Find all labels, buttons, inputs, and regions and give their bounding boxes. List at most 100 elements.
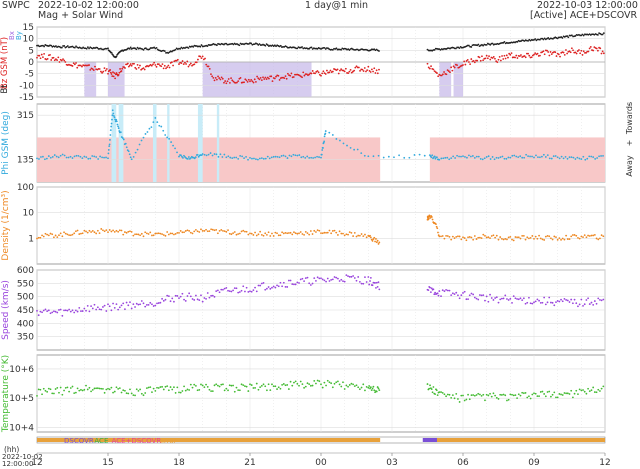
data-point bbox=[473, 394, 476, 397]
data-point bbox=[145, 232, 148, 235]
data-point bbox=[294, 283, 297, 286]
data-point bbox=[506, 298, 508, 300]
data-point bbox=[68, 234, 71, 237]
data-point bbox=[335, 47, 338, 50]
data-point bbox=[107, 47, 109, 50]
data-point bbox=[238, 44, 241, 47]
data-point bbox=[548, 390, 551, 393]
data-point bbox=[443, 393, 446, 396]
data-point bbox=[235, 233, 238, 236]
data-point bbox=[155, 46, 158, 49]
data-point bbox=[578, 49, 580, 51]
data-point bbox=[157, 232, 160, 235]
data-point bbox=[448, 289, 451, 292]
data-point bbox=[536, 237, 539, 240]
data-point bbox=[440, 74, 443, 77]
data-point bbox=[63, 231, 65, 234]
data-point bbox=[311, 233, 314, 235]
data-point bbox=[114, 77, 116, 80]
data-point bbox=[507, 236, 510, 239]
data-point bbox=[298, 232, 300, 235]
data-point bbox=[368, 385, 371, 387]
data-point bbox=[118, 229, 121, 232]
data-point bbox=[318, 73, 321, 76]
data-point bbox=[465, 398, 468, 401]
data-point bbox=[343, 388, 346, 390]
data-point bbox=[187, 156, 190, 158]
data-point bbox=[181, 60, 184, 62]
data-point bbox=[205, 154, 208, 157]
data-point bbox=[185, 63, 188, 65]
data-point bbox=[557, 53, 560, 56]
data-point bbox=[490, 395, 493, 398]
data-point bbox=[354, 66, 357, 69]
data-point bbox=[155, 65, 158, 68]
data-point bbox=[550, 157, 553, 160]
data-point bbox=[73, 311, 76, 314]
data-point bbox=[64, 386, 67, 389]
data-point bbox=[195, 61, 198, 64]
data-point bbox=[180, 154, 182, 157]
data-point bbox=[340, 278, 343, 281]
data-point bbox=[592, 386, 595, 389]
data-point bbox=[498, 55, 501, 58]
data-point bbox=[200, 228, 202, 231]
data-point bbox=[216, 289, 219, 292]
data-point bbox=[162, 388, 165, 391]
data-point bbox=[42, 155, 44, 158]
data-point bbox=[285, 77, 288, 80]
data-point bbox=[546, 49, 548, 52]
data-point bbox=[511, 154, 514, 157]
data-point bbox=[228, 290, 231, 292]
data-point bbox=[328, 280, 331, 282]
data-point bbox=[54, 310, 57, 313]
data-point bbox=[211, 294, 214, 297]
data-point bbox=[438, 391, 441, 394]
data-point bbox=[292, 76, 295, 78]
data-point bbox=[529, 155, 531, 158]
data-point bbox=[602, 52, 605, 55]
data-point bbox=[362, 383, 365, 386]
data-point bbox=[133, 62, 135, 65]
data-point bbox=[477, 236, 480, 239]
data-point bbox=[104, 69, 107, 72]
data-point bbox=[429, 216, 432, 219]
data-point bbox=[507, 156, 510, 159]
data-point bbox=[222, 383, 224, 386]
data-point bbox=[428, 67, 431, 70]
data-point bbox=[275, 75, 277, 78]
footer-date: 2022-10-02 bbox=[2, 453, 43, 461]
data-point bbox=[572, 49, 574, 52]
data-point bbox=[247, 233, 250, 236]
data-point bbox=[194, 156, 197, 159]
data-point bbox=[556, 396, 559, 399]
data-point bbox=[66, 309, 69, 312]
data-point bbox=[463, 60, 466, 63]
data-point bbox=[506, 238, 508, 241]
data-point bbox=[87, 157, 90, 160]
data-point bbox=[512, 394, 515, 397]
data-point bbox=[117, 308, 120, 311]
data-point bbox=[462, 292, 464, 294]
data-point bbox=[50, 44, 53, 47]
data-point bbox=[188, 64, 191, 66]
data-point bbox=[120, 304, 123, 307]
data-point bbox=[552, 155, 555, 158]
data-point bbox=[268, 77, 270, 80]
data-point bbox=[254, 286, 256, 289]
data-point bbox=[117, 125, 119, 128]
data-point bbox=[284, 231, 287, 234]
data-point bbox=[220, 229, 223, 231]
data-point bbox=[518, 55, 521, 58]
data-point bbox=[536, 395, 539, 398]
data-point bbox=[219, 153, 222, 156]
data-point bbox=[554, 155, 557, 157]
data-point bbox=[315, 279, 317, 282]
data-point bbox=[124, 67, 126, 69]
data-point bbox=[440, 235, 442, 238]
data-point bbox=[555, 55, 558, 57]
x-tick-label: 12 bbox=[599, 458, 610, 468]
data-point bbox=[178, 63, 180, 65]
data-point bbox=[546, 154, 549, 157]
data-point bbox=[228, 81, 231, 84]
